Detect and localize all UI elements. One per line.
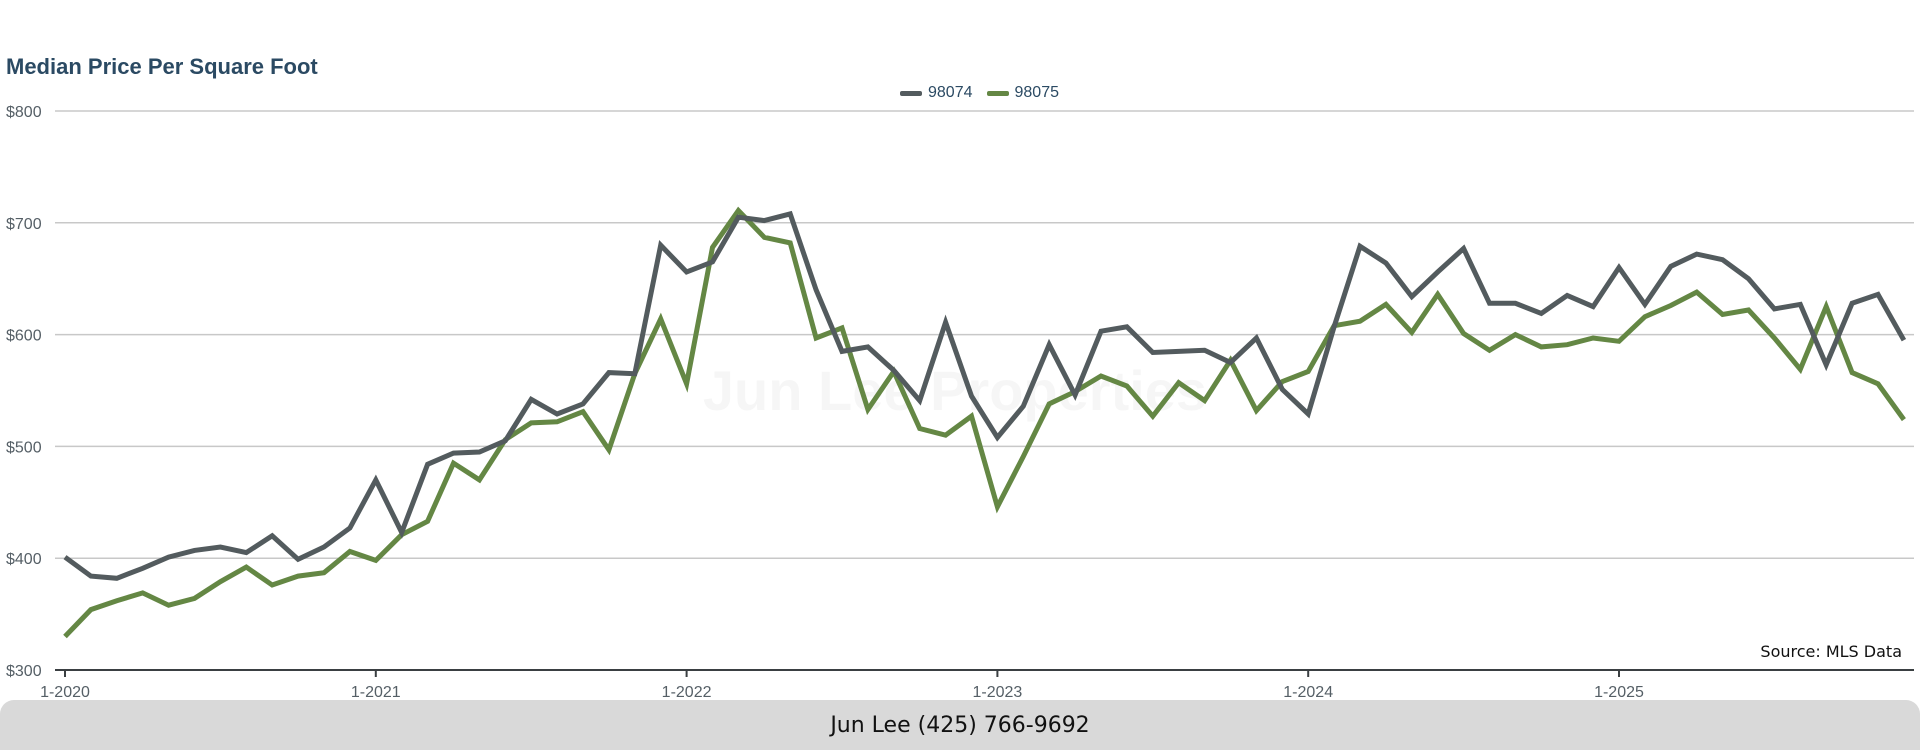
x-axis: 1-2020 1-2021 1-2022 1-2023 1-2024 1-2025 bbox=[40, 669, 1914, 700]
grid-lines bbox=[55, 110, 1914, 559]
legend-label-98075: 98075 bbox=[1014, 84, 1060, 101]
series-line-98074[interactable] bbox=[63, 210, 1907, 581]
x-tick-label: 1-2020 bbox=[40, 684, 90, 700]
x-tick-label: 1-2023 bbox=[972, 684, 1022, 700]
series-lines bbox=[63, 206, 1907, 639]
legend-label-98074: 98074 bbox=[928, 84, 973, 101]
y-tick-label: $600 bbox=[6, 328, 42, 345]
line-chart: $300$400$500$600$700$800 Jun Lee Propert… bbox=[6, 104, 1914, 700]
y-tick-label: $400 bbox=[6, 551, 42, 568]
source-note: Source: MLS Data bbox=[1760, 642, 1902, 661]
chart-title: Median Price Per Square Foot bbox=[6, 54, 318, 79]
y-tick-label: $300 bbox=[6, 663, 42, 680]
legend-swatch-98075 bbox=[986, 90, 1009, 96]
footer-contact: Jun Lee (425) 766-9692 bbox=[830, 712, 1090, 738]
x-tick-label: 1-2024 bbox=[1283, 684, 1333, 700]
legend-swatch-98074 bbox=[900, 90, 922, 96]
y-tick-label: $500 bbox=[6, 439, 42, 456]
x-tick-label: 1-2022 bbox=[662, 684, 712, 700]
series-line-98075[interactable] bbox=[63, 206, 1906, 639]
y-tick-label: $700 bbox=[6, 216, 42, 233]
legend-item-98074[interactable]: 98074 bbox=[900, 84, 973, 102]
footer-bar: Jun Lee (425) 766-9692 bbox=[0, 700, 1920, 750]
legend-item-98075[interactable]: 98075 bbox=[986, 84, 1060, 102]
chart-legend: 98074 98075 bbox=[900, 84, 1059, 102]
x-tick-label: 1-2025 bbox=[1594, 684, 1644, 700]
x-tick-label: 1-2021 bbox=[351, 684, 401, 700]
y-axis-ticks: $300 $400 $500 $600 $700 $800 bbox=[6, 104, 42, 680]
y-tick-label: $800 bbox=[6, 104, 42, 121]
